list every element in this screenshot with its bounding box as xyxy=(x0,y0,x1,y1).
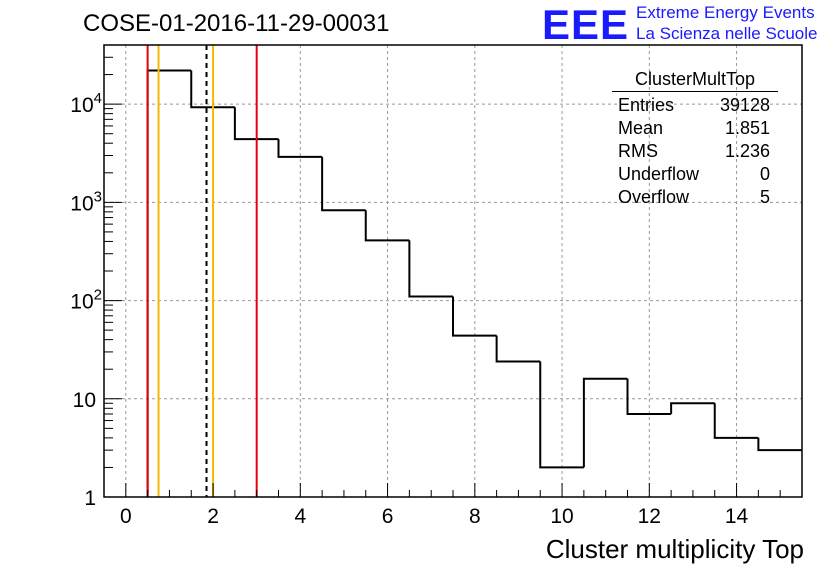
y-tick-label: 1 xyxy=(84,487,96,510)
eee-logo: EEE xyxy=(542,1,630,48)
y-tick-label: 103 xyxy=(70,188,102,215)
histogram-bin xyxy=(757,437,802,452)
stats-label: Overflow xyxy=(618,187,690,207)
y-tick-label: 104 xyxy=(70,90,102,117)
x-tick-label: 8 xyxy=(469,505,481,528)
x-tick-label: 0 xyxy=(120,505,132,528)
histogram-bin xyxy=(582,377,628,468)
histogram-bin xyxy=(190,70,235,109)
stats-row-underflow: Underflow 0 xyxy=(612,163,778,186)
y-tick-label: 10 xyxy=(73,389,96,412)
histogram-bin xyxy=(670,402,715,414)
histogram-bin xyxy=(626,378,672,415)
logo-caption: Extreme Energy Events La Scienza nelle S… xyxy=(636,2,817,44)
x-tick-label: 10 xyxy=(550,505,573,528)
histogram-bin xyxy=(364,210,410,242)
histogram-bin xyxy=(713,403,759,439)
histogram-bin xyxy=(233,107,279,141)
stats-row-mean: Mean 1.851 xyxy=(612,117,778,140)
stats-row-rms: RMS 1.236 xyxy=(612,140,778,163)
stats-value: 1.236 xyxy=(724,141,770,161)
stats-box: ClusterMultTop Entries 39128 Mean 1.851 … xyxy=(612,68,778,209)
x-tick-label: 2 xyxy=(207,505,219,528)
stats-value: 5 xyxy=(759,187,770,207)
histogram-bin xyxy=(539,361,584,469)
histogram-bin xyxy=(321,156,366,212)
x-tick-label: 12 xyxy=(638,505,661,528)
histogram-bin xyxy=(495,335,541,363)
logo-line-1: Extreme Energy Events xyxy=(636,3,815,22)
histogram-bin xyxy=(408,240,453,298)
chart-title: COSE-01-2016-11-29-00031 xyxy=(83,10,390,37)
stats-name: ClusterMultTop xyxy=(612,68,778,92)
stats-row-overflow: Overflow 5 xyxy=(612,186,778,209)
stats-value: 0 xyxy=(759,164,770,184)
x-tick-label: 14 xyxy=(725,505,749,528)
stats-label: Underflow xyxy=(618,164,700,184)
stats-value: 39128 xyxy=(719,95,770,115)
x-tick-label: 6 xyxy=(382,505,394,528)
stats-value: 1.851 xyxy=(724,118,770,138)
stats-label: Entries xyxy=(618,95,675,115)
logo-line-2: La Scienza nelle Scuole xyxy=(636,24,818,43)
stats-row-entries: Entries 39128 xyxy=(612,94,778,117)
x-tick-label: 4 xyxy=(294,505,306,528)
stats-label: RMS xyxy=(618,141,658,161)
x-axis-label: Cluster multiplicity Top xyxy=(545,534,804,564)
histogram-bin xyxy=(146,69,192,497)
histogram-bin xyxy=(277,139,323,158)
stats-label: Mean xyxy=(618,118,664,138)
histogram-bin xyxy=(452,296,497,337)
y-tick-label: 102 xyxy=(70,287,102,314)
